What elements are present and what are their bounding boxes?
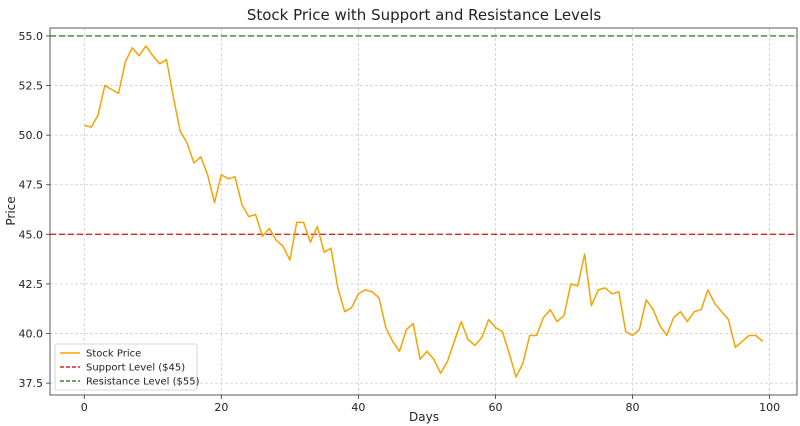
ticks: 0 20 40 60 80 100 37.5 40.0 42.5 45.0 47.5 50.0 52.5… xyxy=(19,30,781,414)
legend-label: Stock Price xyxy=(86,349,141,360)
y-tick-label: 37.5 xyxy=(19,377,44,390)
legend: Stock Price Support Level ($45) Resistance… xyxy=(54,343,200,391)
legend-label: Support Level ($45) xyxy=(86,363,185,374)
grid xyxy=(50,28,797,395)
x-tick-label: 100 xyxy=(759,401,780,414)
y-tick-label: 40.0 xyxy=(19,328,44,341)
x-tick-label: 0 xyxy=(81,401,88,414)
x-tick-label: 60 xyxy=(488,401,502,414)
x-tick-label: 40 xyxy=(351,401,365,414)
legend-box xyxy=(54,343,198,391)
x-tick-label: 20 xyxy=(214,401,228,414)
y-tick-label: 55.0 xyxy=(19,30,44,43)
y-tick-label: 50.0 xyxy=(19,129,44,142)
legend-label: Resistance Level ($55) xyxy=(86,377,200,388)
y-tick-label: 47.5 xyxy=(19,179,44,192)
stock-price-line xyxy=(84,45,764,378)
series-layer xyxy=(84,45,764,378)
y-tick-label: 45.0 xyxy=(19,228,44,241)
y-axis-label: Price xyxy=(4,196,18,225)
x-tick-label: 80 xyxy=(626,401,640,414)
level-lines xyxy=(50,35,797,236)
plot-frame xyxy=(49,27,798,396)
chart-title: Stock Price with Support and Resistance … xyxy=(247,6,601,24)
y-tick-label: 52.5 xyxy=(19,80,44,93)
y-tick-label: 42.5 xyxy=(19,278,44,291)
x-axis-label: Days xyxy=(409,410,439,424)
